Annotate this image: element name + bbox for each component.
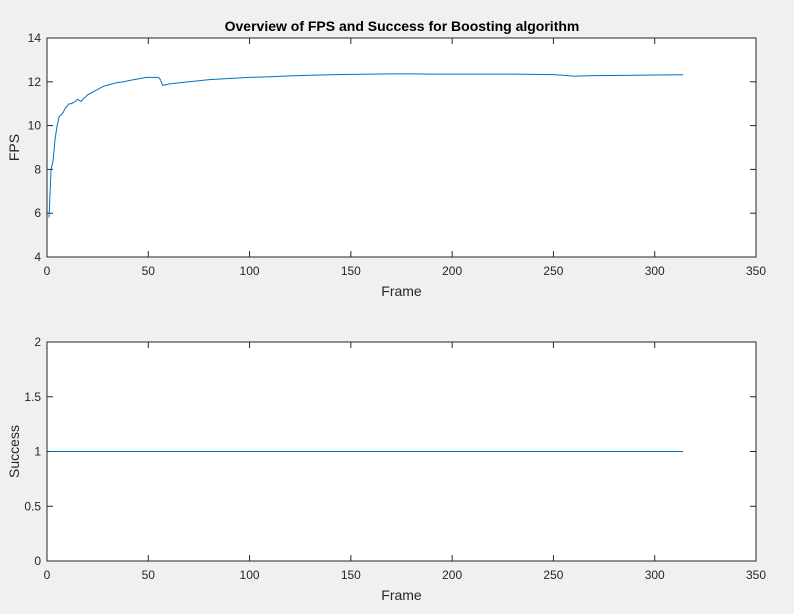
- chart-title: Overview of FPS and Success for Boosting…: [225, 18, 580, 34]
- x-tick-label: 300: [645, 568, 665, 582]
- x-tick-label: 200: [442, 264, 462, 278]
- x-tick-label: 250: [543, 264, 563, 278]
- x-tick-label: 300: [645, 264, 665, 278]
- y-tick-label: 1.5: [24, 390, 41, 404]
- y-tick-label: 8: [34, 162, 41, 176]
- y-tick-label: 4: [34, 250, 41, 264]
- y-axis-label: Success: [6, 425, 22, 478]
- y-axis-label: FPS: [6, 134, 22, 161]
- x-axis-label: Frame: [381, 283, 422, 299]
- x-tick-label: 50: [142, 264, 156, 278]
- y-tick-label: 2: [34, 335, 41, 349]
- x-tick-label: 200: [442, 568, 462, 582]
- x-axis-label: Frame: [381, 587, 422, 603]
- y-tick-label: 14: [28, 31, 42, 45]
- y-tick-label: 6: [34, 206, 41, 220]
- success-plot: 0 50 100 150 200 250 300 350 0 0.5 1 1.5 2 Frame Succe…: [6, 335, 766, 603]
- y-tick-label: 0.5: [24, 499, 41, 513]
- x-tick-label: 250: [543, 568, 563, 582]
- y-tick-label: 10: [28, 119, 42, 133]
- y-tick-label: 1: [34, 445, 41, 459]
- x-tick-label: 150: [341, 264, 361, 278]
- plot-area: [46, 37, 757, 258]
- y-tick-label: 0: [34, 554, 41, 568]
- x-tick-label: 350: [746, 568, 766, 582]
- x-tick-label: 150: [341, 568, 361, 582]
- x-tick-label: 0: [44, 568, 51, 582]
- series-line: [48, 73, 684, 218]
- fps-plot: 0 50 100 150 200 250 300 350 4 6 8 10 12 14 Frame FPS: [6, 31, 766, 299]
- x-tick-label: 0: [44, 264, 51, 278]
- x-tick-label: 50: [142, 568, 156, 582]
- x-tick-label: 100: [240, 568, 260, 582]
- x-tick-label: 350: [746, 264, 766, 278]
- x-tick-label: 100: [240, 264, 260, 278]
- y-tick-label: 12: [28, 75, 42, 89]
